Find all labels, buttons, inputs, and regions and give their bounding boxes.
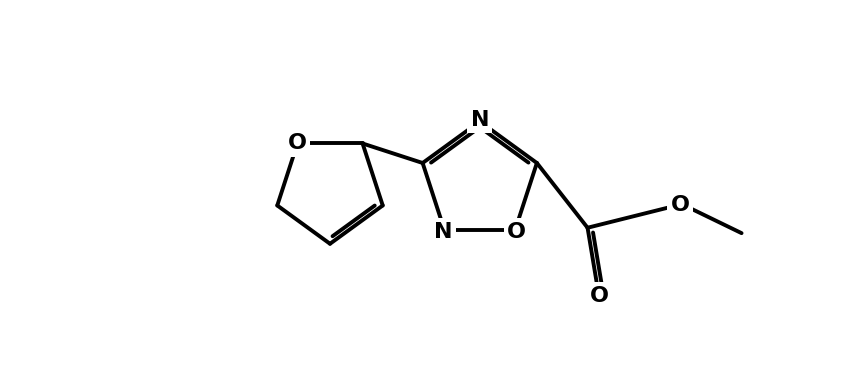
Text: O: O (589, 285, 608, 305)
Text: O: O (288, 133, 307, 154)
Text: N: N (434, 222, 452, 242)
Text: N: N (471, 110, 489, 130)
Text: O: O (507, 222, 526, 242)
Text: O: O (670, 195, 689, 215)
